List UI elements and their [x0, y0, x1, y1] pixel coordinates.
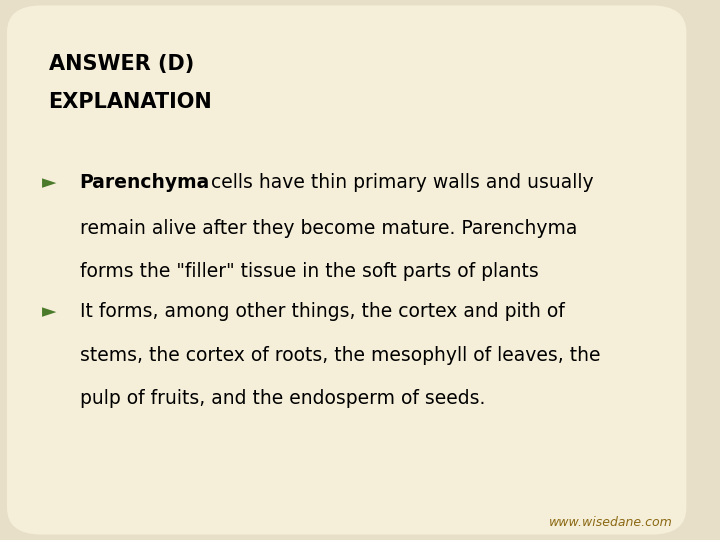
Text: remain alive after they become mature. Parenchyma: remain alive after they become mature. P… [80, 219, 577, 238]
Text: stems, the cortex of roots, the mesophyll of leaves, the: stems, the cortex of roots, the mesophyl… [80, 346, 600, 365]
Text: It forms, among other things, the cortex and pith of: It forms, among other things, the cortex… [80, 302, 564, 321]
Text: ►: ► [42, 173, 56, 192]
Text: Parenchyma: Parenchyma [80, 173, 210, 192]
Text: forms the "filler" tissue in the soft parts of plants: forms the "filler" tissue in the soft pa… [80, 262, 539, 281]
Text: pulp of fruits, and the endosperm of seeds.: pulp of fruits, and the endosperm of see… [80, 389, 485, 408]
Text: cells have thin primary walls and usually: cells have thin primary walls and usuall… [204, 173, 593, 192]
Text: www.wisedane.com: www.wisedane.com [549, 516, 672, 529]
Text: ANSWER (D): ANSWER (D) [48, 54, 194, 74]
Text: ►: ► [42, 302, 56, 321]
FancyBboxPatch shape [7, 5, 686, 535]
Text: EXPLANATION: EXPLANATION [48, 92, 212, 112]
